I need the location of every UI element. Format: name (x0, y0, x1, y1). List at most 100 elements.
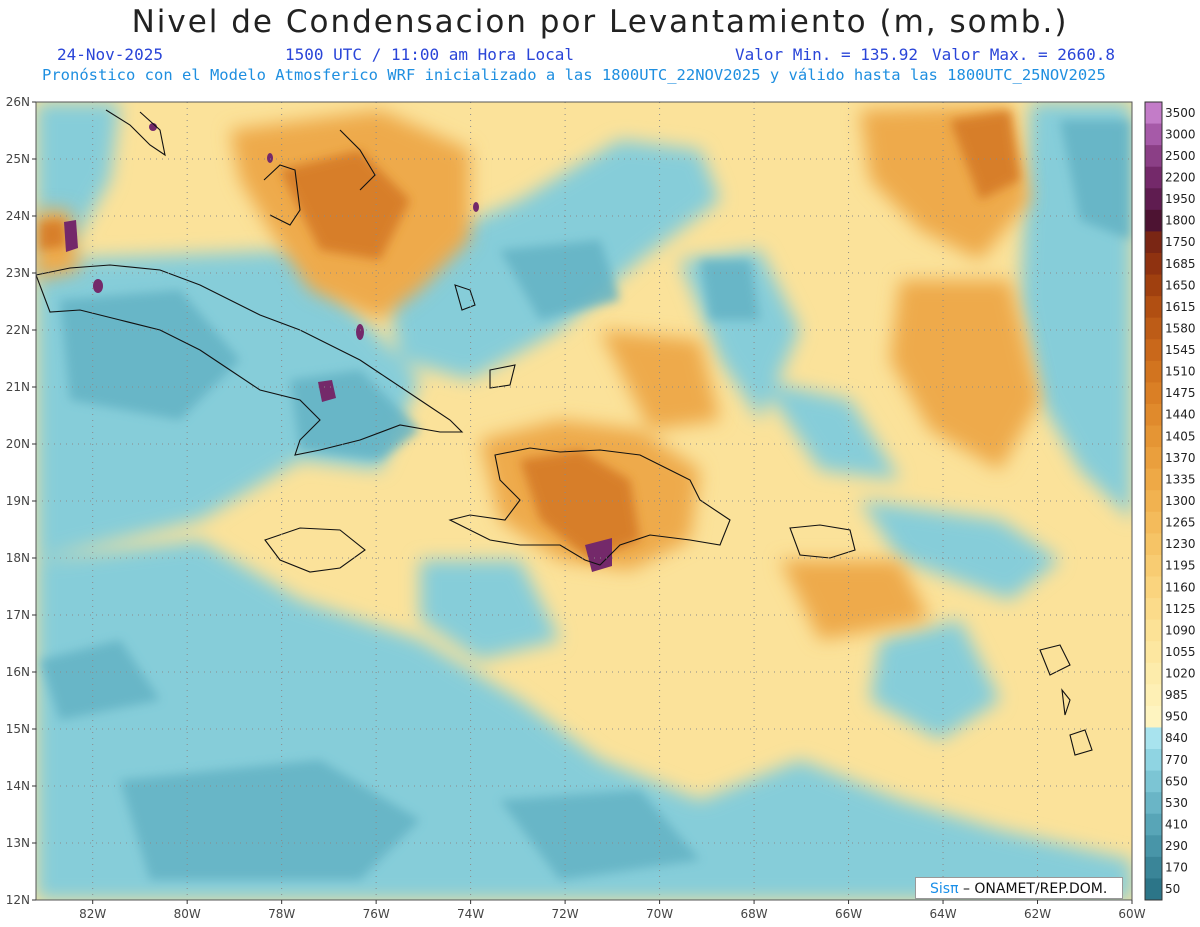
colorbar-label: 170 (1165, 861, 1188, 875)
colorbar-swatch (1145, 231, 1162, 254)
colorbar-swatch (1145, 662, 1162, 685)
colorbar-label: 1160 (1165, 580, 1196, 594)
lon-tick-label-72w: 72W (552, 907, 579, 921)
colorbar-label: 1440 (1165, 408, 1196, 422)
lon-tick-label-68w: 68W (740, 907, 767, 921)
lon-tick-label-76w: 76W (363, 907, 390, 921)
colorbar-label: 3500 (1165, 106, 1196, 120)
colorbar-swatch (1145, 684, 1162, 707)
lat-tick-label-25n: 25N (6, 152, 30, 166)
colorbar-swatch (1145, 598, 1162, 621)
colorbar-swatch (1145, 749, 1162, 772)
colorbar-label: 410 (1165, 818, 1188, 832)
colorbar-label: 1300 (1165, 494, 1196, 508)
colorbar-swatch (1145, 252, 1162, 276)
colorbar (1144, 101, 1163, 901)
colorbar-swatch (1145, 641, 1162, 664)
colorbar-label: 1370 (1165, 451, 1196, 465)
colorbar-label: 770 (1165, 753, 1188, 767)
lcl-shading (36, 102, 1132, 900)
colorbar-swatch (1145, 317, 1162, 340)
lat-tick-label-23n: 23N (6, 266, 30, 280)
colorbar-label: 840 (1165, 731, 1188, 745)
colorbar-swatch (1145, 209, 1162, 232)
lat-tick-label-14n: 14N (6, 779, 30, 793)
lon-tick-label-78w: 78W (268, 907, 295, 921)
sisp-logo: Sisπ (930, 881, 959, 897)
colorbar-label: 2500 (1165, 149, 1196, 163)
colorbar-label: 3000 (1165, 127, 1196, 141)
colorbar-label: 1580 (1165, 321, 1196, 335)
lat-tick-label-20n: 20N (6, 437, 30, 451)
colorbar-label: 1615 (1165, 300, 1196, 314)
colorbar-label: 1090 (1165, 623, 1196, 637)
colorbar-swatch (1145, 102, 1162, 125)
colorbar-label: 1265 (1165, 516, 1196, 530)
colorbar-swatch (1145, 166, 1162, 189)
min-value: Valor Min. = 135.92 (735, 45, 919, 64)
colorbar-label: 1750 (1165, 235, 1196, 249)
coastlines (36, 109, 1093, 756)
colorbar-swatch (1145, 554, 1162, 577)
valid-date: 24-Nov-2025 (57, 45, 163, 64)
colorbar-swatch (1145, 188, 1162, 211)
colorbar-label: 985 (1165, 688, 1188, 702)
colorbar-label: 1685 (1165, 257, 1196, 271)
colorbar-swatch (1145, 878, 1162, 901)
lon-tick-label-70w: 70W (646, 907, 673, 921)
colorbar-swatch (1145, 576, 1162, 599)
lat-tick-label-17n: 17N (6, 608, 30, 622)
colorbar-frame (1144, 101, 1163, 901)
lat-tick-label-22n: 22N (6, 323, 30, 337)
colorbar-swatch (1145, 296, 1162, 319)
colorbar-swatch (1145, 425, 1162, 448)
colorbar-swatch (1145, 447, 1162, 470)
lon-tick-label-82w: 82W (79, 907, 106, 921)
colorbar-swatch (1145, 468, 1162, 491)
colorbar-swatch (1145, 619, 1162, 642)
colorbar-label: 1230 (1165, 537, 1196, 551)
colorbar-swatch (1145, 813, 1162, 836)
map-title: Nivel de Condensacion por Levantamiento … (131, 4, 1069, 40)
lat-tick-label-13n: 13N (6, 836, 30, 850)
colorbar-label: 650 (1165, 774, 1188, 788)
colorbar-label: 1055 (1165, 645, 1196, 659)
colorbar-label: 530 (1165, 796, 1188, 810)
lat-tick-label-19n: 19N (6, 494, 30, 508)
colorbar-label: 50 (1165, 882, 1180, 896)
colorbar-swatch (1145, 792, 1162, 815)
lon-tick-label-74w: 74W (457, 907, 484, 921)
colorbar-label: 1335 (1165, 472, 1196, 486)
colorbar-label: 2200 (1165, 170, 1196, 184)
lat-tick-label-18n: 18N (6, 551, 30, 565)
colorbar-swatch (1145, 490, 1162, 513)
lon-tick-label-62w: 62W (1024, 907, 1051, 921)
colorbar-swatch (1145, 274, 1162, 297)
colorbar-label: 1510 (1165, 365, 1196, 379)
lat-tick-label-16n: 16N (6, 665, 30, 679)
colorbar-swatch (1145, 360, 1162, 383)
colorbar-label: 950 (1165, 710, 1188, 724)
colorbar-label: 1195 (1165, 559, 1196, 573)
colorbar-label: 1545 (1165, 343, 1196, 357)
max-value: Valor Max. = 2660.8 (932, 45, 1116, 64)
colorbar-swatch (1145, 339, 1162, 362)
credit-box: Sisπ – ONAMET/REP.DOM. (915, 877, 1123, 899)
colorbar-swatch (1145, 145, 1162, 168)
colorbar-swatch (1145, 533, 1162, 556)
colorbar-label: 1800 (1165, 214, 1196, 228)
lat-tick-label-24n: 24N (6, 209, 30, 223)
colorbar-swatch (1145, 511, 1162, 534)
lat-tick-label-26n: 26N (6, 95, 30, 109)
lon-tick-label-64w: 64W (929, 907, 956, 921)
colorbar-swatch (1145, 727, 1162, 750)
graticule (36, 101, 1133, 901)
valid-time: 1500 UTC / 11:00 am Hora Local (285, 45, 574, 64)
colorbar-swatch (1145, 403, 1162, 427)
colorbar-swatch (1145, 123, 1162, 146)
lon-tick-label-80w: 80W (174, 907, 201, 921)
colorbar-swatch (1145, 382, 1162, 405)
colorbar-swatch (1145, 856, 1162, 879)
colorbar-label: 1950 (1165, 192, 1196, 206)
